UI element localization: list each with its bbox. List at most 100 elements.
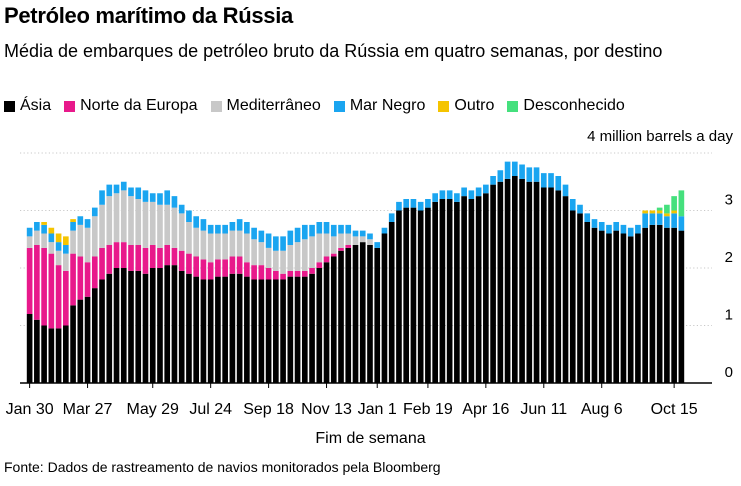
bar-segment [504, 161, 511, 179]
bar-segment [490, 176, 496, 185]
bar-segment [70, 305, 76, 384]
bar-segment [613, 230, 620, 384]
bar-segment [63, 253, 69, 271]
bar-segment [207, 262, 214, 280]
bar-segment [606, 224, 612, 234]
bar-segment [63, 245, 69, 254]
bar-segment [417, 201, 424, 211]
source-note: Fonte: Dados de rastreamento de navios m… [4, 459, 441, 475]
bar-segment [345, 245, 352, 248]
bar-segment [186, 222, 192, 254]
bar-segment [200, 259, 207, 280]
bar-segment [359, 230, 366, 237]
bar-segment [215, 259, 221, 277]
bar-segment [106, 184, 113, 197]
legend-label: Mar Negro [349, 97, 426, 114]
bar-segment [135, 245, 142, 271]
bar-segment [200, 219, 207, 231]
bar-segment [222, 276, 228, 384]
x-tick-label: Apr 16 [462, 401, 509, 418]
bar-segment [287, 270, 294, 277]
bar-segment [34, 245, 40, 320]
bar-segment [280, 236, 286, 251]
bar-segment [251, 265, 257, 280]
x-tick-label: Jan 1 [358, 401, 397, 418]
bar-segment [309, 268, 315, 274]
bar-segment [569, 199, 576, 211]
bar-segment [656, 213, 663, 225]
bar-segment [164, 204, 171, 245]
bar-segment [287, 276, 294, 384]
bar-segment [425, 207, 431, 384]
x-tick-label: Sep 18 [243, 401, 294, 418]
bar-segment [26, 314, 33, 383]
bar-segment [301, 276, 308, 384]
bar-segment [113, 268, 120, 383]
bar-segment [26, 236, 33, 248]
bar-segment [193, 276, 200, 384]
bar-segment [316, 262, 323, 268]
bar-segment [193, 256, 200, 277]
bar-segment [483, 193, 489, 383]
bar-segment [70, 222, 76, 231]
bar-segment [656, 224, 663, 384]
bar-segment [113, 184, 120, 194]
bar-segment [171, 196, 178, 208]
bar-segment [207, 279, 214, 383]
bar-segment [446, 190, 453, 200]
bar-segment [251, 239, 257, 266]
bar-segment [77, 216, 84, 225]
bar-segment [41, 233, 47, 248]
bar-segment [294, 276, 301, 384]
bar-segment [287, 245, 294, 271]
bar-segment [403, 207, 410, 384]
bar-segment [526, 167, 533, 182]
bar-segment [584, 222, 591, 383]
bar-segment [627, 236, 634, 384]
x-tick-label: Feb 19 [403, 401, 453, 418]
legend-swatch [210, 100, 222, 112]
bar-segment [345, 224, 352, 234]
bar-segment [157, 268, 163, 383]
bar-segment [664, 213, 670, 217]
bar-segment [280, 273, 286, 280]
chart-legend: Ásia Norte da Europa Mediterrâneo Mar Negro… [4, 97, 638, 115]
x-tick-label: Nov 13 [301, 401, 352, 418]
legend-item: Outro [438, 97, 494, 115]
bar-segment [186, 210, 192, 222]
bar-segment [656, 210, 663, 214]
bar-segment [309, 273, 315, 383]
bar-segment [120, 181, 127, 191]
bar-segment [171, 265, 178, 384]
bar-segment [207, 224, 214, 234]
bar-segment [562, 196, 569, 384]
bar-segment [396, 201, 402, 211]
bar-segment [149, 245, 156, 268]
bar-segment [84, 262, 91, 297]
bar-segment [461, 196, 467, 384]
bar-segment [265, 233, 272, 248]
bar-segment [359, 242, 366, 384]
bar-segment [244, 233, 250, 263]
x-tick-label: May 29 [126, 401, 179, 418]
bar-segment [142, 273, 149, 383]
bar-segment [555, 176, 562, 191]
x-axis-title: Fim de semana [315, 430, 426, 447]
bar-segment [48, 253, 55, 329]
bar-segment [584, 213, 591, 222]
bar-segment [135, 187, 142, 199]
bar-segment [671, 213, 677, 228]
legend-label: Mediterrâneo [226, 97, 321, 114]
bar-segment [577, 204, 583, 214]
bar-segment [432, 193, 438, 202]
bar-segment [642, 213, 648, 228]
bar-segment [265, 279, 272, 383]
bar-segment [222, 259, 228, 277]
bar-segment [352, 245, 359, 383]
bar-segment [258, 279, 265, 383]
bar-segment [41, 325, 47, 383]
bar-segment [229, 273, 236, 383]
bar-segment [229, 256, 236, 274]
bar-segment [106, 196, 113, 246]
